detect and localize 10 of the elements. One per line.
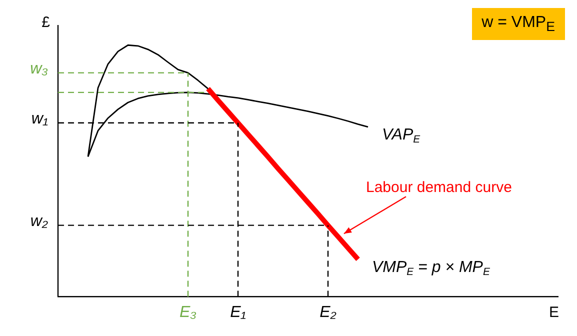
y-axis-title: £ bbox=[42, 14, 51, 32]
x-tick-label: E₃ bbox=[179, 304, 197, 321]
ref-line-label: w₁ bbox=[31, 110, 48, 128]
x-tick-label: E₁ bbox=[230, 304, 246, 321]
annotation: Labour demand curve bbox=[366, 178, 512, 196]
ref-line-label: w₂ bbox=[30, 212, 48, 230]
x-tick-label: E₂ bbox=[320, 304, 336, 321]
text: w = VMP$_{E}$ bbox=[472, 8, 565, 40]
x-axis-title: E bbox=[549, 304, 560, 321]
ref-line-label: w₃ bbox=[30, 60, 48, 78]
